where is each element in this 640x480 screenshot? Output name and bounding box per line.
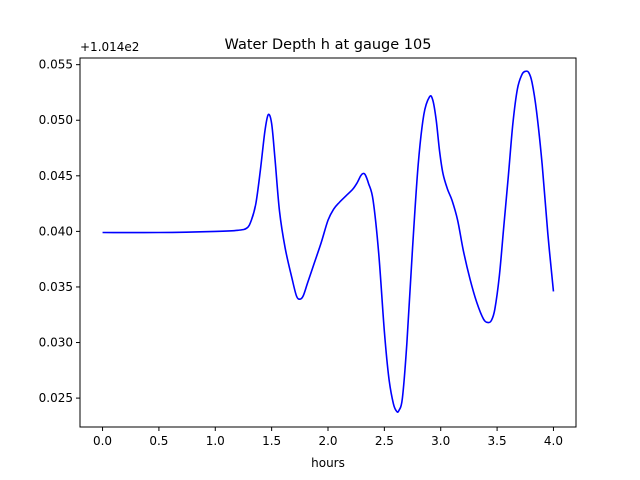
plot-area <box>102 70 555 413</box>
x-tick-label: 4.0 <box>544 434 563 448</box>
x-axis: 0.0 0.5 1.0 1.5 2.0 2.5 3.0 3.5 4.0 <box>93 427 563 448</box>
y-axis-offset-label: +1.014e2 <box>80 40 139 54</box>
x-tick-label: 2.0 <box>318 434 337 448</box>
y-tick-label: 0.025 <box>39 391 73 405</box>
y-axis: 0.025 0.030 0.035 0.040 0.045 0.050 0.055 <box>39 58 80 405</box>
x-tick-label: 1.5 <box>262 434 281 448</box>
y-tick-label: 0.030 <box>39 336 73 350</box>
y-tick-label: 0.045 <box>39 169 73 183</box>
axes-frame <box>79 57 577 428</box>
y-tick-label: 0.050 <box>39 113 73 127</box>
x-tick-label: 0.0 <box>93 434 112 448</box>
x-tick-label: 2.5 <box>375 434 394 448</box>
x-tick-label: 0.5 <box>149 434 168 448</box>
x-tick-label: 3.5 <box>488 434 507 448</box>
y-tick-label: 0.035 <box>39 280 73 294</box>
x-tick-label: 1.0 <box>206 434 225 448</box>
series-line <box>102 70 555 413</box>
x-tick-label: 3.0 <box>431 434 450 448</box>
y-tick-label: 0.055 <box>39 58 73 72</box>
y-tick-label: 0.040 <box>39 224 73 238</box>
x-axis-label: hours <box>311 456 345 470</box>
chart-title: Water Depth h at gauge 105 <box>225 37 432 53</box>
